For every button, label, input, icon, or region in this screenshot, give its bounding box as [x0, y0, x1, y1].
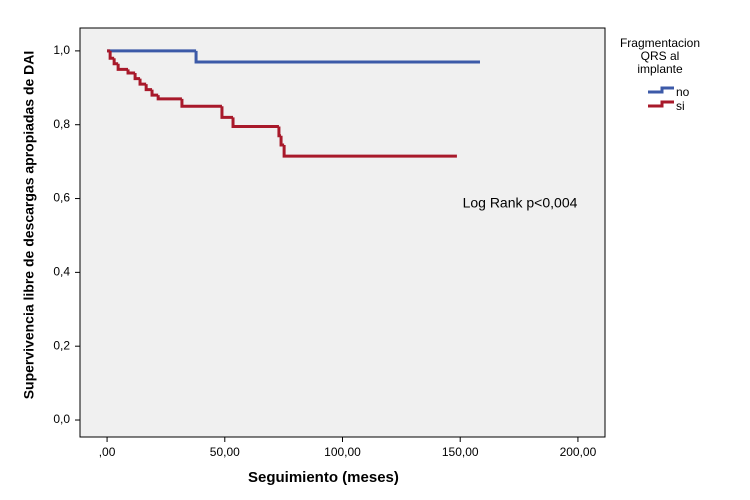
legend-swatch	[648, 86, 674, 94]
survival-step	[220, 106, 234, 119]
survival-step	[138, 78, 147, 86]
legend-label: si	[676, 99, 685, 113]
legend-title: QRS al	[641, 49, 680, 63]
legend-title: implante	[637, 62, 683, 76]
y-tick-label: 0,8	[53, 117, 70, 131]
y-tick-label: 0,4	[53, 265, 70, 279]
survival-step	[194, 50, 480, 64]
survival-step	[133, 73, 141, 81]
x-tick-label: 150,00	[442, 445, 479, 459]
y-tick-label: 0,2	[53, 338, 70, 352]
survival-step	[126, 69, 136, 75]
y-tick-label: 1,0	[53, 43, 70, 57]
x-tick-label: 100,00	[324, 445, 361, 459]
survival-step	[282, 145, 457, 158]
y-tick-label: 0,6	[53, 191, 70, 205]
legend-swatch	[648, 100, 674, 108]
x-tick-label: ,00	[99, 445, 116, 459]
annotation: Log Rank p<0,004	[463, 195, 578, 211]
survival-step	[116, 63, 129, 71]
survival-step	[279, 135, 285, 147]
legend-label: no	[676, 85, 690, 99]
y-axis-title: Supervivencia libre de descargas apropia…	[21, 51, 37, 400]
x-tick-label: 50,00	[210, 445, 240, 459]
survival-step	[150, 89, 159, 97]
survival-step	[180, 98, 222, 108]
survival-step	[231, 117, 279, 129]
y-tick-label: 0,0	[53, 412, 70, 426]
plot-area	[79, 27, 606, 438]
x-tick-label: 200,00	[560, 445, 597, 459]
survival-step	[156, 95, 182, 101]
survival-step	[144, 84, 153, 92]
x-axis-title: Seguimiento (meses)	[248, 469, 399, 486]
legend-title: Fragmentacion	[620, 36, 700, 50]
